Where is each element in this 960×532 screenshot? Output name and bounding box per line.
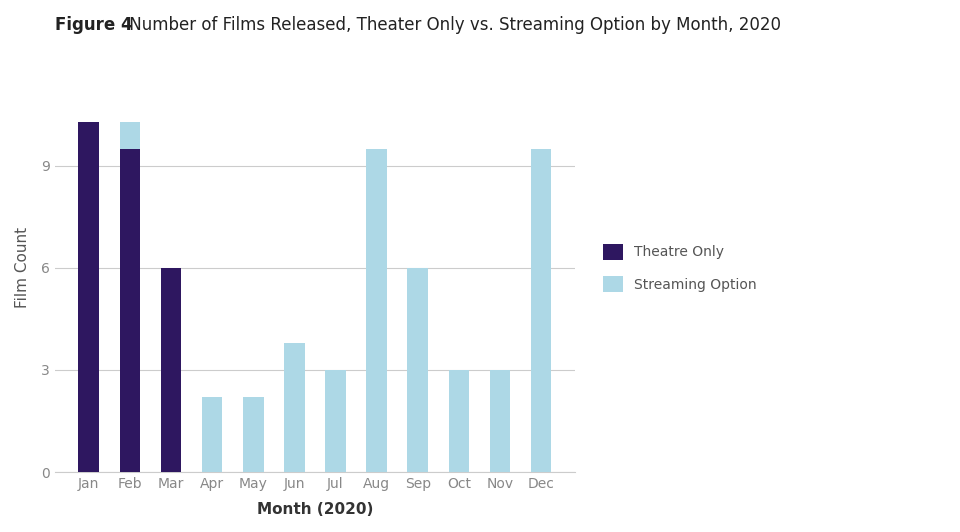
Bar: [243, 397, 263, 472]
Bar: [531, 149, 551, 472]
Bar: [448, 370, 469, 472]
Bar: [407, 268, 428, 472]
Legend: Theatre Only, Streaming Option: Theatre Only, Streaming Option: [592, 232, 768, 303]
Bar: [490, 370, 510, 472]
Bar: [120, 149, 140, 472]
Bar: [202, 397, 223, 472]
Text: Number of Films Released, Theater Only vs. Streaming Option by Month, 2020: Number of Films Released, Theater Only v…: [124, 16, 781, 34]
Text: Figure 4: Figure 4: [55, 16, 132, 34]
Bar: [367, 149, 387, 472]
Bar: [284, 343, 304, 472]
Bar: [79, 122, 99, 472]
X-axis label: Month (2020): Month (2020): [256, 502, 373, 517]
Y-axis label: Film Count: Film Count: [15, 227, 30, 309]
Bar: [160, 268, 181, 472]
Bar: [120, 122, 140, 149]
Bar: [325, 370, 346, 472]
